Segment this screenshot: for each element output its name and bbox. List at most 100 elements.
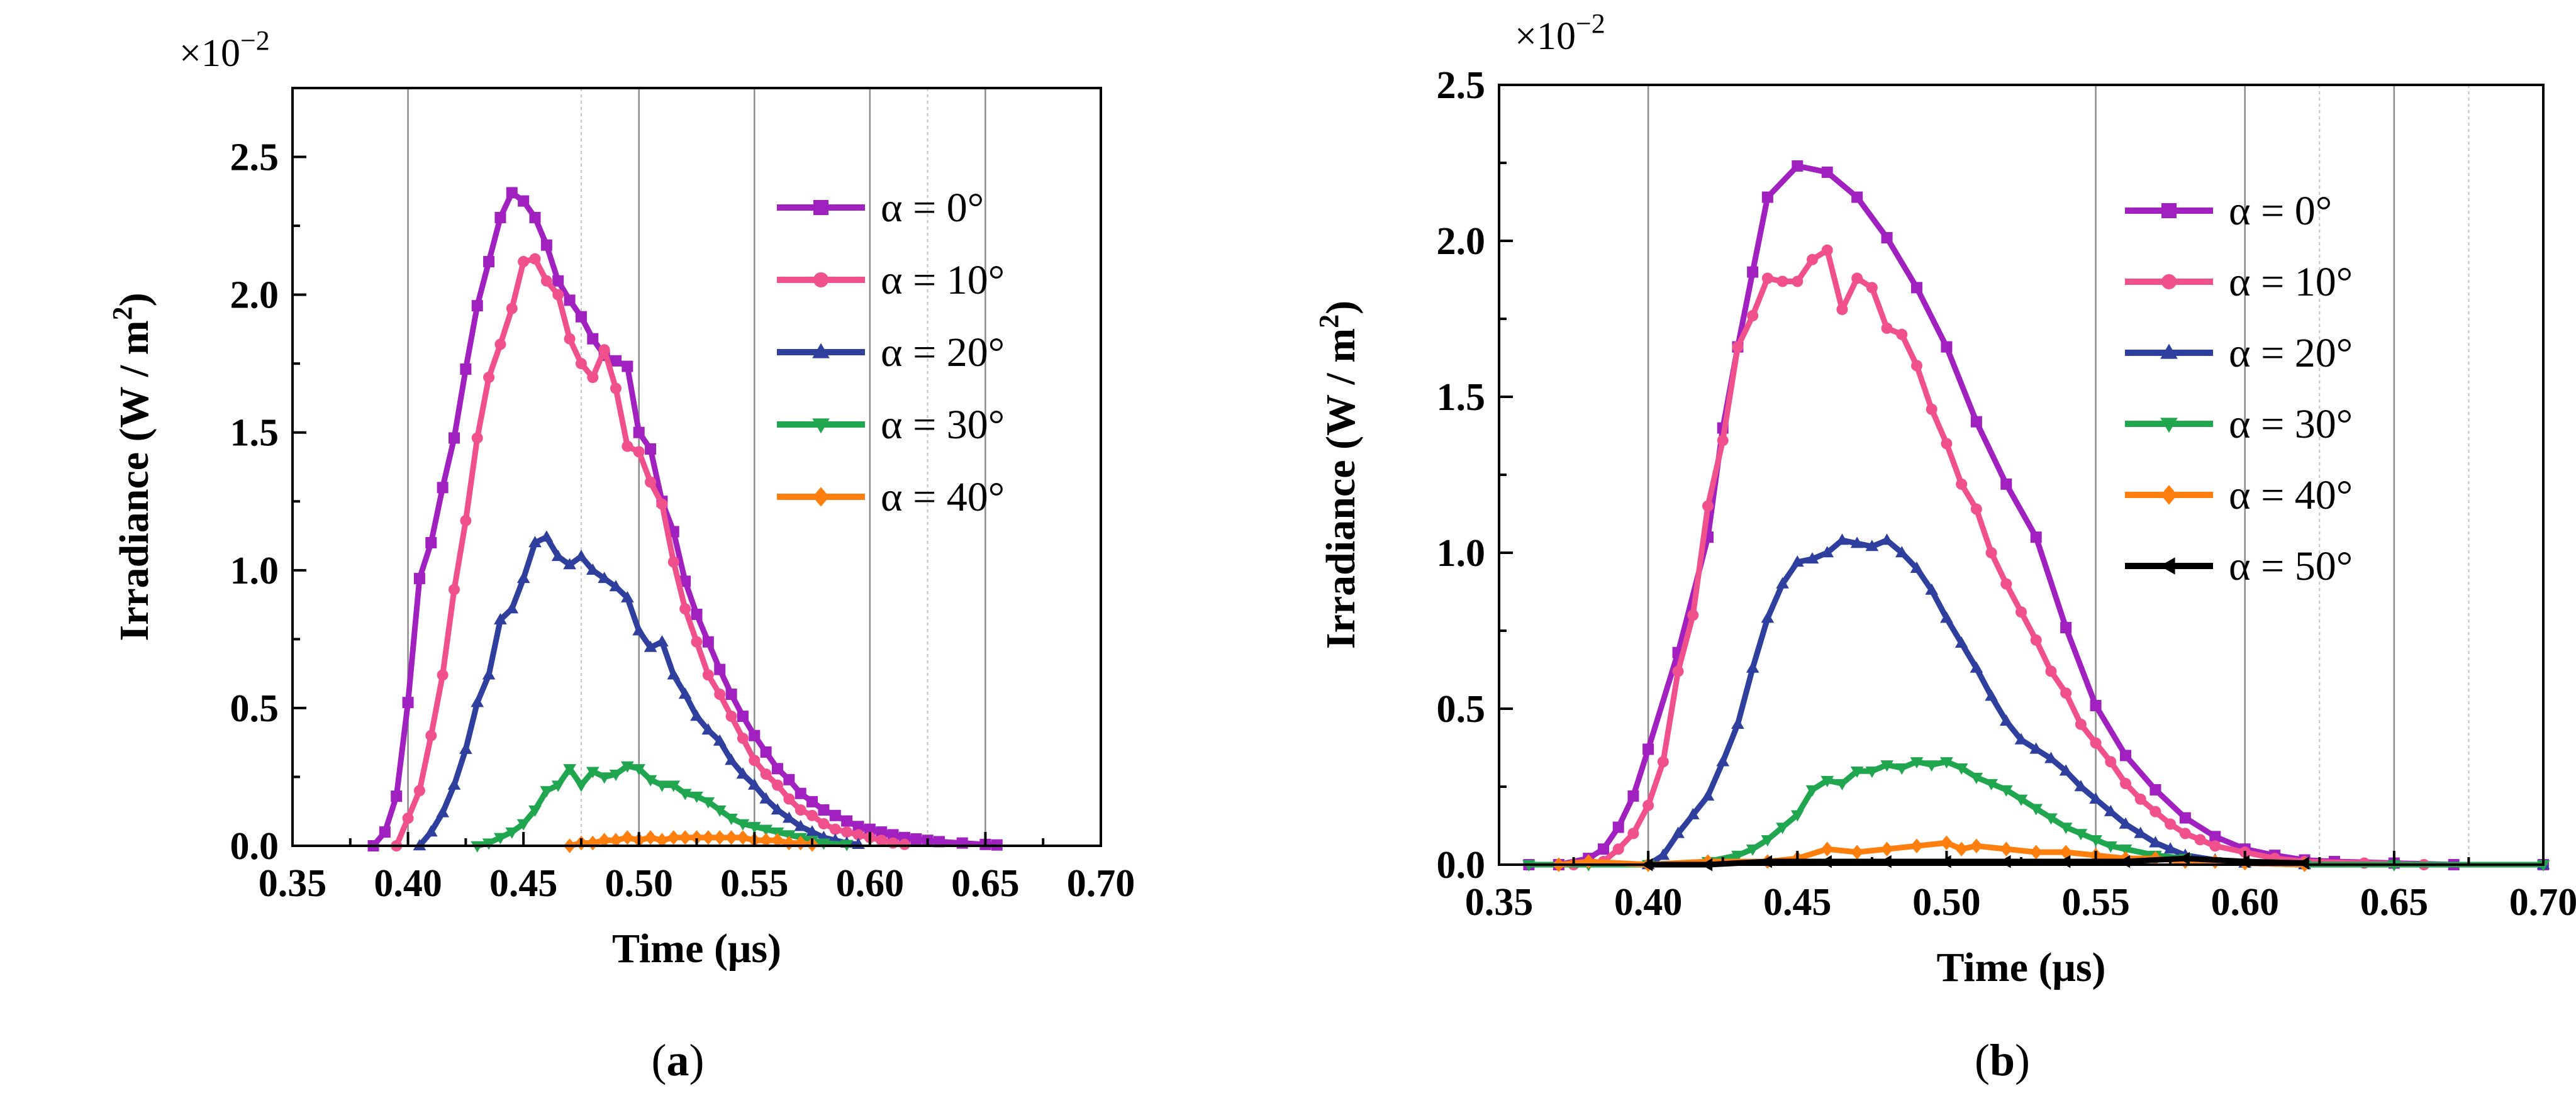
legend-item: α = 10° — [777, 257, 1005, 303]
legend-item: α = 10° — [2125, 259, 2353, 305]
data-point — [714, 663, 726, 675]
data-point — [2163, 842, 2177, 854]
data-point — [518, 256, 530, 268]
data-point — [1970, 772, 1983, 784]
legend-swatch-marker — [2160, 343, 2178, 359]
data-point — [667, 556, 679, 568]
data-point — [690, 791, 703, 803]
legend-label: α = 50° — [2229, 543, 2353, 589]
data-point — [506, 302, 518, 314]
data-point — [794, 835, 807, 851]
data-point — [1776, 275, 1788, 287]
data-point — [1642, 799, 1654, 811]
data-point — [540, 239, 552, 251]
data-point — [1731, 718, 1744, 729]
data-point — [1746, 661, 1759, 673]
data-point — [1598, 843, 1609, 855]
data-point — [633, 426, 645, 438]
legend-swatch-marker — [812, 343, 830, 358]
data-point — [1792, 160, 1804, 172]
data-point — [759, 792, 772, 804]
data-point — [1612, 843, 1624, 855]
data-point — [1821, 244, 1833, 256]
data-point — [609, 580, 623, 592]
series-b — [1522, 160, 2550, 872]
data-point — [841, 815, 853, 827]
data-point — [610, 833, 622, 848]
legend-item: α = 30° — [2125, 401, 2353, 447]
data-point — [1776, 577, 1789, 589]
data-point — [1895, 546, 1909, 558]
legend-item: α = 0° — [777, 185, 984, 231]
plot-frame-b — [1498, 84, 2545, 866]
grid-b — [1647, 85, 2470, 865]
data-point — [2104, 804, 2117, 816]
ticks-b: 0.35 0.40 0.45 0.50 0.55 0.60 0.65 0.70 0.0 0.5 1.… — [1437, 64, 2576, 924]
scale-factor-b: ×10−2 — [1515, 8, 1605, 58]
y-tick-label: 0.5 — [1437, 688, 1486, 731]
data-point — [2178, 851, 2190, 865]
series-α = 10° — [1568, 244, 2430, 870]
data-point — [1627, 790, 1639, 802]
data-point — [1954, 636, 1968, 648]
data-point — [437, 482, 449, 494]
data-point — [1850, 536, 1864, 548]
data-point — [1985, 689, 1998, 701]
legend-item: α = 40° — [2125, 472, 2353, 518]
data-point — [494, 833, 507, 845]
data-point — [425, 729, 437, 741]
ticks-a: 0.35 0.40 0.45 0.50 0.55 0.60 0.65 0.70 0.0 0.5 1.… — [230, 136, 1135, 905]
legend-label: α = 30° — [881, 402, 1005, 448]
data-point — [586, 563, 599, 575]
data-point — [1895, 763, 1909, 775]
data-point — [2030, 531, 2042, 543]
legend-swatch-marker — [2161, 274, 2177, 289]
legend-item: α = 30° — [777, 402, 1005, 448]
data-point — [1687, 609, 1699, 621]
x-tick-label: 0.45 — [489, 862, 558, 905]
data-point — [471, 432, 483, 444]
chart-a: 0.35 0.40 0.45 0.50 0.55 0.60 0.65 0.70 0.0 0.5 1.… — [107, 25, 1135, 1085]
data-point — [1940, 835, 1953, 850]
y-tick-label: 0.0 — [230, 825, 279, 868]
data-point — [2075, 718, 2087, 730]
data-point — [2074, 829, 2088, 841]
data-point — [1925, 583, 1939, 595]
data-point — [379, 826, 391, 838]
data-point — [1805, 552, 1819, 564]
data-point — [494, 211, 506, 223]
data-point — [747, 822, 761, 834]
data-point — [1911, 282, 1922, 294]
data-point — [1999, 785, 2013, 797]
x-tick-label: 0.50 — [605, 862, 673, 905]
data-point — [1910, 838, 1923, 853]
data-point — [449, 584, 460, 596]
data-point — [551, 550, 565, 562]
data-point — [678, 789, 692, 801]
data-point — [552, 289, 564, 301]
data-point — [610, 355, 622, 367]
data-point — [794, 819, 808, 831]
data-point — [817, 838, 830, 850]
data-point — [2149, 836, 2162, 848]
data-point — [2044, 813, 2058, 825]
series-α = 20° — [413, 530, 865, 851]
data-point — [460, 514, 472, 526]
data-point — [425, 537, 437, 548]
x-tick-label: 0.65 — [951, 862, 1020, 905]
data-point — [1880, 533, 1893, 545]
grid-a — [407, 88, 986, 846]
data-point — [575, 358, 587, 370]
chart-b: 0.35 0.40 0.45 0.50 0.55 0.60 0.65 0.70 0.0 0.5 1.… — [1313, 8, 2576, 1085]
data-point — [795, 804, 806, 816]
data-point — [1880, 855, 1892, 868]
data-point — [518, 195, 530, 207]
data-point — [1702, 500, 1714, 512]
data-point — [737, 830, 749, 845]
data-point — [587, 372, 599, 384]
legend-swatch-marker — [2160, 418, 2178, 433]
data-point — [783, 793, 795, 805]
x-axis-title-b: Time (μs) — [1937, 945, 2106, 990]
data-point — [644, 830, 657, 845]
data-point — [632, 624, 646, 636]
